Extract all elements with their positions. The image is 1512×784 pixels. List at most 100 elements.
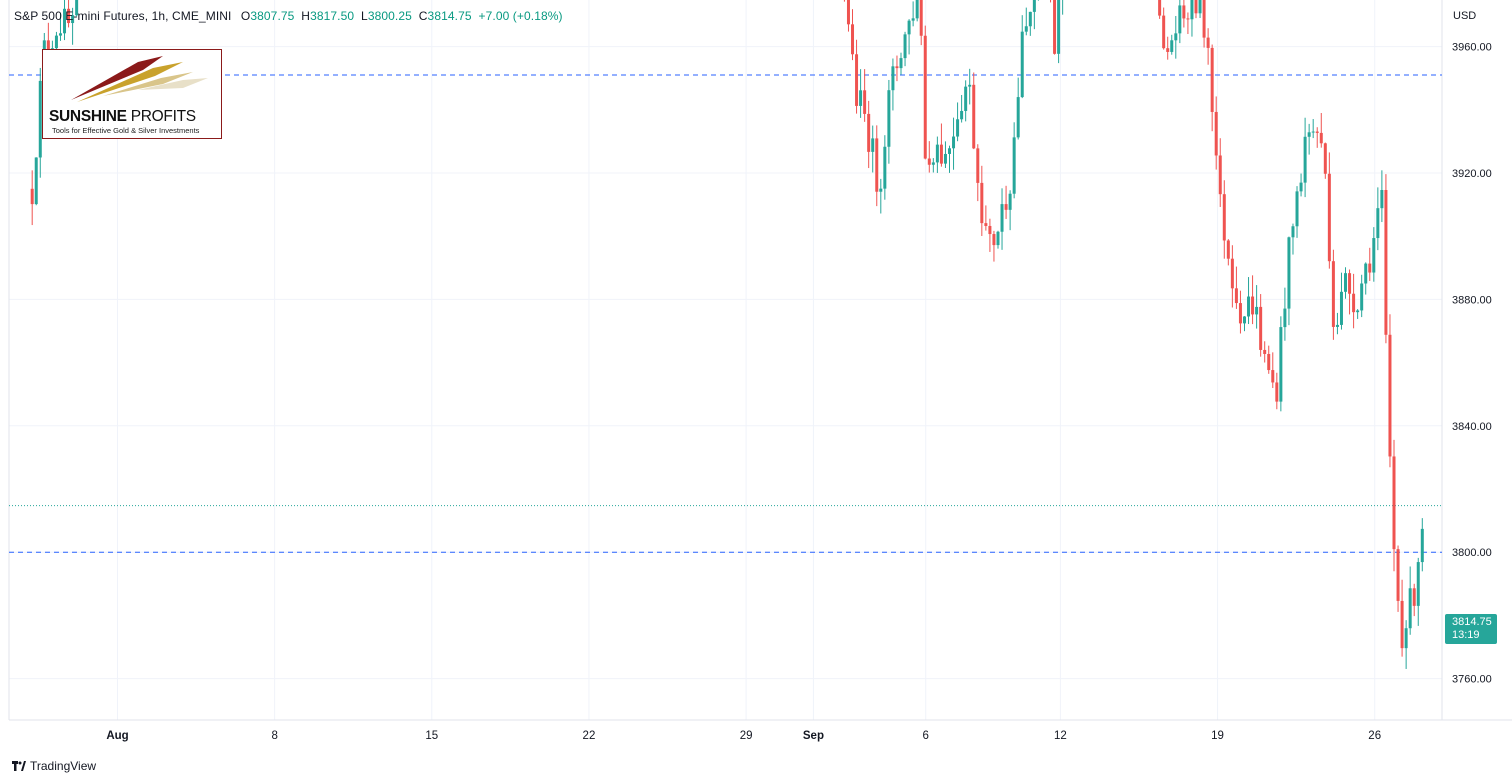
candle-body: [859, 90, 863, 106]
candle-body: [63, 8, 67, 34]
candle-body: [1360, 283, 1364, 311]
candle-body: [1319, 132, 1323, 144]
candle-body: [1396, 549, 1400, 601]
tradingview-watermark[interactable]: TradingView: [12, 759, 96, 773]
candle-body: [54, 35, 58, 49]
last-price-value: 3814.75: [1452, 616, 1492, 628]
candle-body: [968, 84, 972, 87]
candle-body: [895, 66, 899, 69]
sunshine-profits-logo: SUNSHINE PROFITS Tools for Effective Gol…: [42, 49, 222, 139]
y-tick-label: 3800.00: [1452, 547, 1492, 559]
candle-body: [1226, 240, 1230, 259]
swoosh-logo-icon: [71, 56, 208, 102]
candle-body: [1299, 182, 1303, 192]
x-tick-label: 8: [271, 730, 277, 742]
candle-body: [1400, 600, 1404, 649]
x-tick-label: 12: [1054, 730, 1067, 742]
x-tick-label: 26: [1368, 730, 1381, 742]
close-value: 3814.75: [427, 9, 472, 23]
candle-body: [1170, 40, 1174, 52]
candle-body: [1275, 382, 1279, 402]
candle-body: [1194, 0, 1198, 14]
candle-body: [1032, 0, 1036, 12]
candle-body: [1315, 131, 1319, 133]
candle-body: [1259, 306, 1263, 350]
candle-body: [1416, 562, 1420, 606]
candle-body: [879, 188, 883, 192]
candle-body: [891, 66, 895, 91]
y-tick-label: 3840.00: [1452, 421, 1492, 433]
candle-body: [58, 33, 62, 36]
candle-body: [1057, 0, 1061, 54]
candle-body: [1408, 588, 1412, 629]
candle-body: [915, 0, 919, 19]
candle-body: [1420, 528, 1424, 563]
candle-body: [1364, 263, 1368, 284]
candle-body: [1279, 327, 1283, 402]
candle-body: [1247, 296, 1251, 317]
candle-body: [1307, 132, 1311, 137]
candle-body: [1295, 191, 1299, 227]
candle-body: [1348, 273, 1352, 294]
x-tick-label: 6: [922, 730, 928, 742]
open-label: O: [240, 9, 251, 23]
candle-body: [984, 223, 988, 226]
candle-body: [939, 144, 943, 164]
high-label: H: [301, 9, 311, 23]
candle-body: [1178, 5, 1182, 34]
candle-body: [1218, 155, 1222, 195]
candle-body: [903, 34, 907, 59]
candle-body: [1303, 136, 1307, 183]
candle-body: [1206, 37, 1210, 48]
candle-body: [1020, 31, 1024, 98]
candle-body: [871, 138, 875, 152]
logo-tagline: Tools for Effective Gold & Silver Invest…: [52, 126, 200, 135]
candle-body: [935, 144, 939, 163]
candle-body: [1372, 238, 1376, 273]
candle-body: [1352, 293, 1356, 313]
candle-body: [1210, 47, 1214, 112]
candle-body: [34, 157, 38, 205]
bar-countdown: 13:19: [1452, 629, 1480, 641]
candle-body: [992, 234, 996, 246]
candle-body: [1186, 18, 1190, 20]
high-value: 3817.50: [310, 9, 355, 23]
candle-body: [851, 24, 855, 55]
candle-body: [927, 158, 931, 165]
candle-body: [1404, 628, 1408, 649]
tradingview-logo-icon: [12, 761, 26, 771]
candle-body: [931, 162, 935, 165]
low-value: 3800.25: [367, 9, 412, 23]
candle-body: [1222, 194, 1226, 241]
close-label: C: [418, 9, 428, 23]
symbol-title[interactable]: S&P 500 E-mini Futures, 1h, CME_MINI: [14, 9, 232, 23]
change-value: +7.00 (+0.18%): [478, 9, 563, 23]
candle-body: [947, 148, 951, 154]
logo-name-light: PROFITS: [126, 108, 196, 125]
x-tick-label: Aug: [106, 730, 128, 742]
candle-body: [75, 0, 79, 16]
candle-body: [1012, 137, 1016, 194]
logo-name: SUNSHINE PROFITS: [49, 108, 196, 126]
low-label: L: [361, 9, 368, 23]
candle-body: [980, 182, 984, 224]
candle-body: [1004, 204, 1008, 210]
y-tick-label: 3920.00: [1452, 168, 1492, 180]
candle-body: [875, 138, 879, 192]
candle-body: [1190, 0, 1194, 20]
candle-body: [1311, 131, 1315, 133]
x-tick-label: 19: [1211, 730, 1224, 742]
y-tick-label: 3960.00: [1452, 42, 1492, 54]
candle-body: [1380, 190, 1384, 209]
candle-body: [846, 0, 850, 25]
currency-label[interactable]: USD: [1453, 10, 1477, 22]
candle-body: [1331, 261, 1335, 327]
logo-name-bold: SUNSHINE: [49, 108, 127, 125]
candle-body: [1287, 237, 1291, 309]
candle-body: [1162, 15, 1166, 49]
x-tick-label: 22: [583, 730, 596, 742]
candle-body: [1202, 0, 1206, 38]
candle-body: [996, 231, 1000, 246]
y-tick-label: 3880.00: [1452, 294, 1492, 306]
